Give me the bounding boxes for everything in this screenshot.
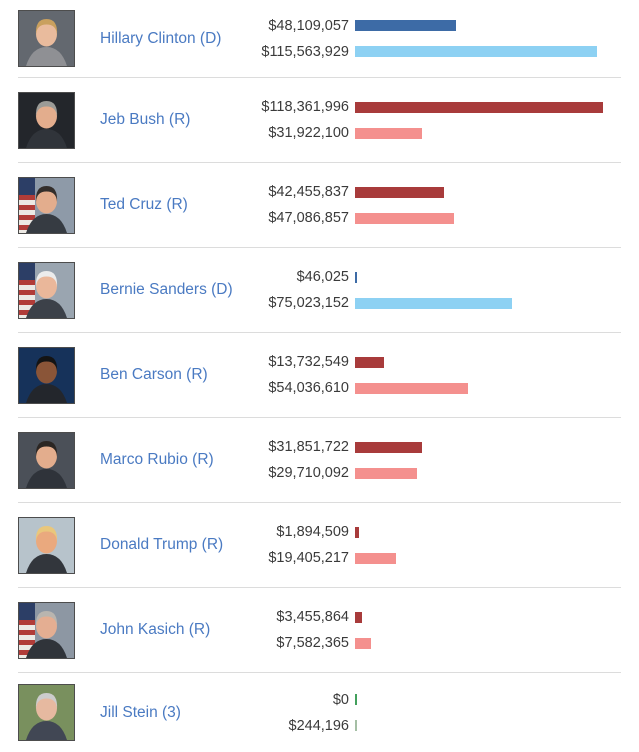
money-race-list: Hillary Clinton (D) $48,109,057 $115,563… bbox=[18, 0, 621, 752]
candidate-row-carson: Ben Carson (R) $13,732,549 $54,036,610 bbox=[18, 333, 621, 418]
candidate-photo[interactable] bbox=[18, 261, 75, 319]
candidate-row-stein: Jill Stein (3) $0 $244,196 bbox=[18, 673, 621, 752]
amount-bar bbox=[355, 356, 384, 368]
amount-label: $42,455,837 bbox=[268, 184, 349, 200]
stat-line: $7,582,365 bbox=[248, 631, 621, 656]
amount-bar bbox=[355, 127, 422, 139]
amount-bar bbox=[355, 552, 396, 564]
fundraising-stats: $31,851,722 $29,710,092 bbox=[248, 434, 621, 487]
candidate-row-trump: Donald Trump (R) $1,894,509 $19,405,217 bbox=[18, 503, 621, 588]
candidate-row-bush: Jeb Bush (R) $118,361,996 $31,922,100 bbox=[18, 78, 621, 163]
stat-line: $0 bbox=[248, 687, 621, 712]
amount-bar bbox=[355, 382, 468, 394]
amount-label: $31,851,722 bbox=[268, 439, 349, 455]
amount-label: $118,361,996 bbox=[261, 99, 349, 115]
stat-line: $48,109,057 bbox=[248, 13, 621, 38]
fundraising-stats: $0 $244,196 bbox=[248, 686, 621, 739]
stat-line: $118,361,996 bbox=[248, 95, 621, 120]
candidate-row-rubio: Marco Rubio (R) $31,851,722 $29,710,092 bbox=[18, 418, 621, 503]
amount-label: $47,086,857 bbox=[268, 210, 349, 226]
amount-label: $7,582,365 bbox=[276, 635, 349, 651]
amount-bar bbox=[355, 467, 417, 479]
amount-bar bbox=[355, 297, 512, 309]
amount-bar bbox=[355, 101, 603, 113]
stat-line: $46,025 bbox=[248, 265, 621, 290]
candidate-photo[interactable] bbox=[18, 91, 75, 149]
fundraising-stats: $46,025 $75,023,152 bbox=[248, 264, 621, 317]
candidate-link[interactable]: Marco Rubio (R) bbox=[100, 451, 214, 469]
stat-line: $54,036,610 bbox=[248, 376, 621, 401]
amount-bar bbox=[355, 611, 362, 623]
amount-label: $3,455,864 bbox=[276, 609, 349, 625]
amount-bar bbox=[355, 46, 597, 57]
candidate-photo[interactable] bbox=[18, 10, 75, 67]
candidate-link[interactable]: Hillary Clinton (D) bbox=[100, 29, 222, 47]
candidate-photo[interactable] bbox=[18, 684, 75, 741]
candidate-link[interactable]: Donald Trump (R) bbox=[100, 536, 224, 554]
amount-bar bbox=[355, 694, 357, 705]
amount-label: $19,405,217 bbox=[268, 550, 349, 566]
candidate-photo[interactable] bbox=[18, 431, 75, 489]
amount-label: $1,894,509 bbox=[276, 524, 349, 540]
amount-label: $54,036,610 bbox=[268, 380, 349, 396]
amount-bar bbox=[355, 441, 422, 453]
candidate-link[interactable]: Jeb Bush (R) bbox=[100, 111, 191, 129]
fundraising-stats: $3,455,864 $7,582,365 bbox=[248, 604, 621, 657]
stat-line: $29,710,092 bbox=[248, 461, 621, 486]
amount-bar bbox=[355, 186, 444, 198]
amount-label: $29,710,092 bbox=[268, 465, 349, 481]
stat-line: $47,086,857 bbox=[248, 206, 621, 231]
stat-line: $115,563,929 bbox=[248, 39, 621, 64]
fundraising-stats: $13,732,549 $54,036,610 bbox=[248, 349, 621, 402]
amount-bar bbox=[355, 271, 357, 283]
amount-label: $244,196 bbox=[288, 717, 349, 734]
candidate-photo[interactable] bbox=[18, 601, 75, 659]
stat-line: $31,922,100 bbox=[248, 121, 621, 146]
fundraising-stats: $1,894,509 $19,405,217 bbox=[248, 519, 621, 572]
amount-bar bbox=[355, 637, 371, 649]
amount-label: $48,109,057 bbox=[268, 17, 349, 34]
amount-bar bbox=[355, 212, 454, 224]
amount-label: $115,563,929 bbox=[261, 43, 349, 60]
candidate-photo[interactable] bbox=[18, 176, 75, 234]
fundraising-stats: $42,455,837 $47,086,857 bbox=[248, 179, 621, 232]
fundraising-stats: $118,361,996 $31,922,100 bbox=[248, 94, 621, 147]
stat-line: $244,196 bbox=[248, 713, 621, 738]
amount-bar bbox=[355, 720, 357, 731]
amount-label: $75,023,152 bbox=[268, 295, 349, 311]
candidate-link[interactable]: Bernie Sanders (D) bbox=[100, 281, 233, 299]
candidate-link[interactable]: John Kasich (R) bbox=[100, 621, 211, 639]
stat-line: $75,023,152 bbox=[248, 291, 621, 316]
amount-label: $13,732,549 bbox=[268, 354, 349, 370]
stat-line: $42,455,837 bbox=[248, 180, 621, 205]
amount-bar bbox=[355, 526, 359, 538]
stat-line: $1,894,509 bbox=[248, 520, 621, 545]
candidate-row-kasich: John Kasich (R) $3,455,864 $7,582,365 bbox=[18, 588, 621, 673]
candidate-link[interactable]: Ted Cruz (R) bbox=[100, 196, 188, 214]
candidate-row-cruz: Ted Cruz (R) $42,455,837 $47,086,857 bbox=[18, 163, 621, 248]
candidate-photo[interactable] bbox=[18, 346, 75, 404]
stat-line: $19,405,217 bbox=[248, 546, 621, 571]
candidate-photo[interactable] bbox=[18, 516, 75, 574]
amount-label: $0 bbox=[332, 691, 349, 708]
fundraising-stats: $48,109,057 $115,563,929 bbox=[248, 12, 621, 65]
amount-label: $31,922,100 bbox=[268, 125, 349, 141]
stat-line: $13,732,549 bbox=[248, 350, 621, 375]
amount-bar bbox=[355, 20, 456, 31]
stat-line: $31,851,722 bbox=[248, 435, 621, 460]
candidate-link[interactable]: Ben Carson (R) bbox=[100, 366, 208, 384]
amount-label: $46,025 bbox=[296, 269, 349, 285]
candidate-row-clinton: Hillary Clinton (D) $48,109,057 $115,563… bbox=[18, 0, 621, 78]
candidate-link[interactable]: Jill Stein (3) bbox=[100, 703, 181, 721]
candidate-row-sanders: Bernie Sanders (D) $46,025 $75,023,152 bbox=[18, 248, 621, 333]
stat-line: $3,455,864 bbox=[248, 605, 621, 630]
